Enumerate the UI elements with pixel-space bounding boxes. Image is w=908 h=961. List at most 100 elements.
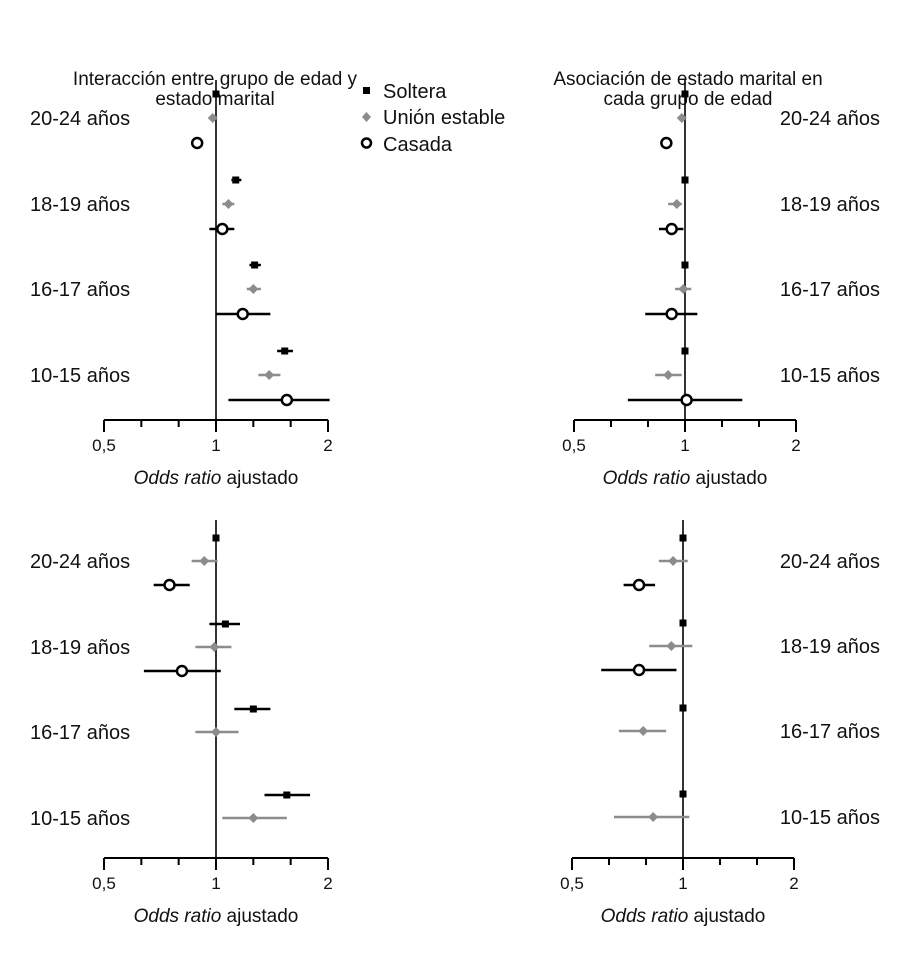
point-casada bbox=[236, 307, 249, 321]
point-union-estable bbox=[223, 199, 234, 209]
point-casada bbox=[175, 664, 189, 678]
x-tick-label: 0,5 bbox=[560, 874, 584, 893]
point-soltera bbox=[679, 619, 687, 627]
point-soltera bbox=[283, 791, 291, 799]
point-casada bbox=[190, 136, 204, 150]
point-union-estable bbox=[648, 812, 659, 822]
point-soltera bbox=[221, 620, 229, 628]
point-soltera bbox=[232, 176, 240, 184]
panel-title-line: Interacción entre grupo de edad y bbox=[73, 69, 358, 90]
point-soltera bbox=[681, 347, 689, 355]
point-union-estable bbox=[638, 726, 649, 736]
x-axis-label: Odds ratio ajustado bbox=[134, 468, 299, 489]
x-tick-label: 1 bbox=[211, 874, 220, 893]
legend-union-label: Unión estable bbox=[383, 107, 505, 129]
legend-soltera-marker bbox=[363, 87, 370, 94]
row-label: 18-19 años bbox=[30, 194, 130, 216]
row-label: 16-17 años bbox=[30, 279, 130, 301]
row-label: 18-19 años bbox=[780, 194, 880, 216]
panel-title-line: cada grupo de edad bbox=[603, 89, 772, 110]
panel-title-line: Asociación de estado marital en bbox=[553, 69, 822, 90]
x-axis-label: Odds ratio ajustado bbox=[601, 906, 766, 927]
x-tick-label: 1 bbox=[678, 874, 687, 893]
point-soltera bbox=[251, 261, 259, 269]
point-union-estable bbox=[207, 113, 218, 123]
x-tick-label: 2 bbox=[323, 874, 332, 893]
row-label: 20-24 años bbox=[30, 551, 130, 573]
point-casada bbox=[280, 393, 294, 407]
legend-casada-label: Casada bbox=[383, 134, 453, 156]
x-axis-label: Odds ratio ajustado bbox=[134, 906, 299, 927]
x-axis-label: Odds ratio ajustado bbox=[603, 468, 768, 489]
point-union-estable bbox=[678, 284, 689, 294]
point-casada bbox=[163, 578, 176, 592]
point-casada bbox=[632, 578, 646, 592]
x-tick-label: 1 bbox=[211, 436, 220, 455]
x-axis-label-rest: ajustado bbox=[221, 906, 298, 927]
point-casada bbox=[632, 663, 646, 677]
row-label: 10-15 años bbox=[30, 365, 130, 387]
row-label: 20-24 años bbox=[30, 108, 130, 130]
forest-panel-1: Interacción entre grupo de edad yestado … bbox=[30, 69, 358, 489]
point-union-estable bbox=[671, 199, 682, 209]
forest-panel-3: 0,5 1 2 Odds ratio ajustado 20-24 años 18-19 … bbox=[30, 520, 333, 927]
x-axis-label-italic: Odds ratio bbox=[134, 468, 222, 489]
row-label: 10-15 años bbox=[780, 365, 880, 387]
point-casada bbox=[216, 222, 229, 236]
x-tick-label: 1 bbox=[680, 436, 689, 455]
point-casada bbox=[680, 393, 693, 407]
point-soltera bbox=[679, 534, 687, 542]
point-casada bbox=[660, 136, 673, 150]
point-soltera bbox=[281, 347, 289, 355]
x-axis-label-rest: ajustado bbox=[221, 468, 298, 489]
row-label: 10-15 años bbox=[780, 807, 880, 829]
point-soltera bbox=[249, 705, 257, 713]
x-tick-label: 0,5 bbox=[92, 874, 116, 893]
forest-panel-4: 0,5 1 2 Odds ratio ajustado 20-24 años 18-19 … bbox=[560, 520, 880, 927]
row-label: 20-24 años bbox=[780, 551, 880, 573]
x-axis-label-italic: Odds ratio bbox=[134, 906, 222, 927]
panel-title-line: estado marital bbox=[155, 89, 274, 110]
row-label: 20-24 años bbox=[780, 108, 880, 130]
x-tick-label: 0,5 bbox=[562, 436, 586, 455]
point-soltera bbox=[212, 90, 220, 98]
legend-soltera-label: Soltera bbox=[383, 81, 447, 103]
row-label: 16-17 años bbox=[780, 279, 880, 301]
point-soltera bbox=[679, 790, 687, 798]
x-axis-label-rest: ajustado bbox=[688, 906, 765, 927]
point-union-estable bbox=[248, 284, 259, 294]
point-union-estable bbox=[668, 556, 679, 566]
point-soltera bbox=[681, 261, 689, 269]
point-soltera bbox=[681, 90, 689, 98]
point-casada bbox=[665, 307, 678, 321]
x-tick-label: 0,5 bbox=[92, 436, 116, 455]
x-tick-label: 2 bbox=[791, 436, 800, 455]
point-casada bbox=[665, 222, 678, 236]
x-axis-label-italic: Odds ratio bbox=[603, 468, 691, 489]
x-axis-label-rest: ajustado bbox=[690, 468, 767, 489]
legend: Soltera Unión estable Casada bbox=[360, 81, 505, 156]
point-union-estable bbox=[209, 642, 220, 652]
point-union-estable bbox=[199, 556, 210, 566]
point-union-estable bbox=[663, 370, 674, 380]
point-union-estable bbox=[248, 813, 259, 823]
x-tick-label: 2 bbox=[789, 874, 798, 893]
row-label: 10-15 años bbox=[30, 808, 130, 830]
row-label: 18-19 años bbox=[30, 637, 130, 659]
legend-casada-marker bbox=[360, 137, 373, 149]
point-union-estable bbox=[676, 113, 687, 123]
legend-union-marker bbox=[362, 112, 371, 122]
x-tick-label: 2 bbox=[323, 436, 332, 455]
point-soltera bbox=[212, 534, 220, 542]
point-union-estable bbox=[666, 641, 677, 651]
row-label: 18-19 años bbox=[780, 636, 880, 658]
point-union-estable bbox=[264, 370, 275, 380]
point-soltera bbox=[681, 176, 689, 184]
row-label: 16-17 años bbox=[780, 721, 880, 743]
x-axis-label-italic: Odds ratio bbox=[601, 906, 689, 927]
point-union-estable bbox=[211, 727, 221, 737]
row-label: 16-17 años bbox=[30, 722, 130, 744]
point-soltera bbox=[679, 704, 687, 712]
